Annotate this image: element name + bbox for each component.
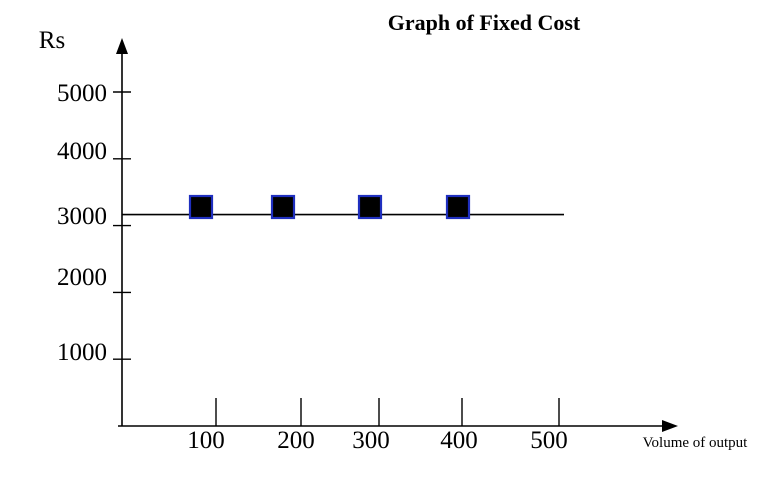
data-point <box>357 194 383 220</box>
x-axis-label: Volume of output <box>643 435 749 451</box>
x-tick-label: 500 <box>530 427 568 454</box>
chart-title: Graph of Fixed Cost <box>388 10 581 35</box>
y-axis-arrow <box>116 38 128 54</box>
y-tick-label: 2000 <box>57 264 107 291</box>
x-tick-label: 400 <box>440 427 478 454</box>
x-tick-label: 300 <box>352 427 390 454</box>
data-point <box>445 194 471 220</box>
y-tick-label: 1000 <box>57 339 107 366</box>
y-ticks: 1000 2000 3000 4000 5000 <box>57 80 131 366</box>
data-point <box>270 194 296 220</box>
data-points <box>188 194 471 220</box>
axes <box>116 38 678 432</box>
y-tick-label: 4000 <box>57 138 107 165</box>
y-tick-label: 3000 <box>57 203 107 230</box>
x-tick-label: 200 <box>277 427 315 454</box>
x-ticks: 100 200 300 400 500 <box>187 398 568 454</box>
y-tick-label: 5000 <box>57 80 107 107</box>
x-tick-label: 100 <box>187 427 225 454</box>
y-axis-label: Rs <box>39 27 65 54</box>
data-point <box>188 194 214 220</box>
x-axis-arrow <box>662 420 678 432</box>
